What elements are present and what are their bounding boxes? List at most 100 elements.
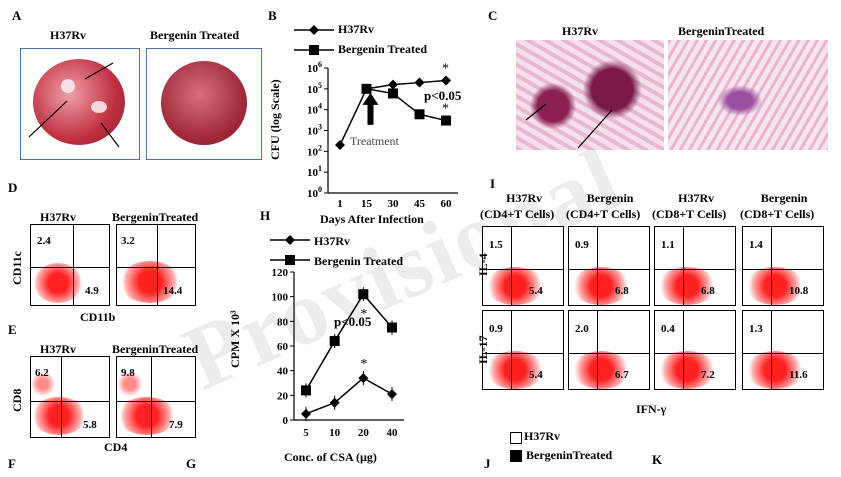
panel-h-star: * xyxy=(360,357,367,372)
panel-i-facs-plot: 1.5 5.4 xyxy=(482,226,564,306)
panel-b-data-point xyxy=(361,83,372,94)
panel-i-quadrant-tl: 0.9 xyxy=(489,323,503,335)
panel-e-h37rv-q-tl: 6.2 xyxy=(35,367,49,379)
panel-h-data-point xyxy=(301,385,311,396)
legend-h37rv-label: H37Rv xyxy=(524,429,560,443)
panel-h-data-point xyxy=(358,289,369,300)
panel-d-facs-h37rv: 2.4 4.9 xyxy=(30,224,110,306)
panel-e-facs-bergenin: 9.8 7.9 xyxy=(116,356,196,438)
panel-b-y-tick-label: 100 xyxy=(307,185,322,200)
panel-i-gate-vertical xyxy=(511,311,512,389)
panel-h-data-point xyxy=(387,322,397,333)
panel-h-data-point xyxy=(358,373,369,384)
panel-letter-g: G xyxy=(186,456,197,471)
panel-letter-i: I xyxy=(490,176,496,191)
panel-b-data-point xyxy=(414,109,425,120)
panel-i-facs-plot: 0.9 5.4 xyxy=(482,310,564,390)
panel-h-legend-markers xyxy=(270,235,310,265)
panel-i-quadrant-br: 5.4 xyxy=(529,369,543,381)
panel-e-h37rv-q-br: 5.8 xyxy=(83,419,97,431)
panel-i-quadrant-br: 5.4 xyxy=(529,285,543,297)
panel-i-gate-vertical xyxy=(597,311,598,389)
panel-i-gate-vertical xyxy=(771,227,772,305)
panel-c-left-label: H37Rv xyxy=(562,24,598,38)
panel-h-x-tick-label: 5 xyxy=(303,427,309,439)
panel-b-data-point xyxy=(388,88,398,99)
panel-i-xlabel: IFN-γ xyxy=(636,402,667,416)
panel-h-data-point xyxy=(301,408,311,419)
panel-i-gate-vertical xyxy=(597,227,598,305)
panel-i-cell-cloud xyxy=(657,351,717,389)
panel-letter-f: F xyxy=(8,456,16,471)
panel-h-x-tick-label: 40 xyxy=(387,427,399,439)
panel-h-chart: 0 20 40 60 80 100 120 5 10 20 40 * * xyxy=(272,267,404,439)
panel-b-series-line xyxy=(366,88,447,122)
panel-b-x-tick-label: 1 xyxy=(337,198,343,210)
panel-i-facs-plot: 1.1 6.8 xyxy=(654,226,736,306)
panel-i-facs-plot: 0.4 7.2 xyxy=(654,310,736,390)
panel-h-y-tick-label: 80 xyxy=(277,316,289,328)
panel-i-gate-horizontal xyxy=(743,353,823,354)
panel-i-quadrant-tl: 1.3 xyxy=(749,323,763,335)
panel-i-quadrant-tl: 1.1 xyxy=(661,239,675,251)
panel-i-col-header-line2: (CD4+T Cells) xyxy=(566,207,641,221)
panel-h-x-tick-label: 10 xyxy=(329,427,341,439)
panel-i-col-header-line1: Bergenin xyxy=(760,191,808,205)
panel-b-data-point xyxy=(441,75,451,86)
panel-letter-b: B xyxy=(268,8,277,23)
panel-b-treatment-arrow xyxy=(367,102,374,125)
panel-d-right-label: BergeninTreated xyxy=(112,210,199,224)
panel-letter-a: A xyxy=(12,8,22,23)
panel-i-col-header-line2: (CD8+T Cells) xyxy=(652,207,727,221)
panel-b-ylabel: CFU (log Scale) xyxy=(268,79,282,160)
panel-b-legend-bergenin: Bergenin Treated xyxy=(338,42,427,56)
panel-b-data-point xyxy=(414,77,425,88)
panel-i-cell-cloud xyxy=(571,351,631,389)
panel-i-col-header-line2: (CD8+T Cells) xyxy=(740,207,815,221)
panel-i-facs-plot: 0.9 6.8 xyxy=(568,226,650,306)
panel-i-gate-vertical xyxy=(683,311,684,389)
panel-letter-c: C xyxy=(488,8,498,23)
panel-d-xlabel: CD11b xyxy=(80,310,116,324)
panel-i-row-label-il4: IL-4 xyxy=(476,253,490,276)
panel-h-y-tick-label: 100 xyxy=(272,292,289,304)
panel-i-gate-vertical xyxy=(683,227,684,305)
panel-h-y-tick-label: 60 xyxy=(277,341,289,353)
panel-letter-j: J xyxy=(484,456,491,471)
panel-i-quadrant-br: 7.2 xyxy=(701,369,715,381)
panel-i-gate-vertical xyxy=(771,311,772,389)
panel-d-bergenin-q-tl: 3.2 xyxy=(121,235,135,247)
panel-h-pvalue: p<0.05 xyxy=(334,314,372,329)
panel-b-star: * xyxy=(442,62,449,77)
panel-a-lung-infected xyxy=(20,48,140,160)
panel-h-xlabel: Conc. of CSA (µg) xyxy=(284,450,377,464)
panel-h-x-tick-label: 20 xyxy=(358,427,370,439)
panel-h-series-line xyxy=(305,292,393,391)
panel-d-facs-bergenin: 3.2 14.4 xyxy=(116,224,196,306)
panel-b-y-tick-label: 105 xyxy=(307,81,322,96)
panel-b-legend-h37rv: H37Rv xyxy=(338,22,374,36)
panel-i-facs-plot: 1.4 10.8 xyxy=(742,226,824,306)
panel-i-quadrant-br: 6.7 xyxy=(615,369,629,381)
panel-i-quadrant-tl: 0.4 xyxy=(661,323,675,335)
panel-i-cell-cloud xyxy=(571,267,631,305)
panel-i-gate-horizontal xyxy=(483,269,563,270)
panel-i-quadrant-tl: 1.4 xyxy=(749,239,763,251)
panel-b-star: * xyxy=(442,102,449,117)
panel-b-treatment-arrowhead xyxy=(362,92,379,105)
panel-b-y-tick-label: 102 xyxy=(307,143,322,158)
panel-e-right-label: BergeninTreated xyxy=(112,342,199,356)
panel-b-data-point xyxy=(335,140,345,151)
panel-d-h37rv-q-tl: 2.4 xyxy=(37,235,51,247)
panel-b-x-tick-label: 45 xyxy=(414,198,426,210)
panel-i-col-header: H37Rv (CD4+T Cells) xyxy=(480,190,554,222)
panel-i-quadrant-br: 11.6 xyxy=(789,369,808,381)
panel-h-data-point xyxy=(329,397,340,408)
panel-a-lung-treated xyxy=(146,48,262,160)
panel-letter-d: D xyxy=(8,180,18,195)
panel-h-star: * xyxy=(360,307,367,322)
panel-b-data-point xyxy=(388,79,398,90)
panel-h-legend-h37rv: H37Rv xyxy=(314,234,350,248)
panel-i-quadrant-br: 6.8 xyxy=(701,285,715,297)
panel-b-pvalue: p<0.05 xyxy=(424,88,462,103)
